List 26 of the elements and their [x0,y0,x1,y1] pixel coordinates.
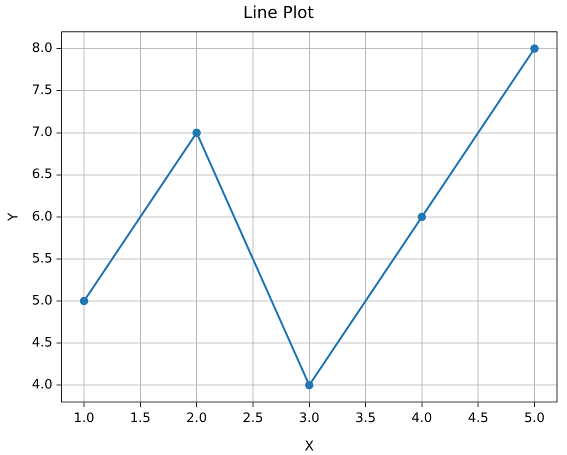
y-tick-label: 7.0 [32,125,52,140]
x-tick-label: 3.5 [355,411,376,426]
y-tick-label: 4.5 [32,335,52,350]
x-tick-label: 5.0 [524,411,545,426]
y-tick-label: 6.5 [32,167,52,182]
x-tick-label: 2.0 [186,411,207,426]
y-tick-label: 8.0 [32,41,52,56]
point [530,44,539,53]
point [192,128,201,137]
x-tick-label: 2.5 [242,411,264,426]
point [418,212,426,222]
x-tick-label: 3.0 [298,411,320,426]
y-tick-label: 4.0 [32,378,52,393]
x-tick-label: 1.0 [74,411,94,426]
x-tick-label: 4.0 [412,411,432,426]
y-tick-label: 6.0 [32,209,52,224]
y-tick-label: 5.0 [32,293,52,308]
y-tick-label: 5.5 [32,251,52,266]
chart-title: Line Plot [243,3,314,22]
x-tick-label: 1.5 [130,411,151,426]
point [305,380,314,390]
x-axis-title: X [304,438,314,454]
point [80,296,88,306]
y-axis-title: Y [6,212,22,222]
x-tick-label: 4.5 [468,411,489,426]
y-tick-label: 7.5 [32,83,52,98]
